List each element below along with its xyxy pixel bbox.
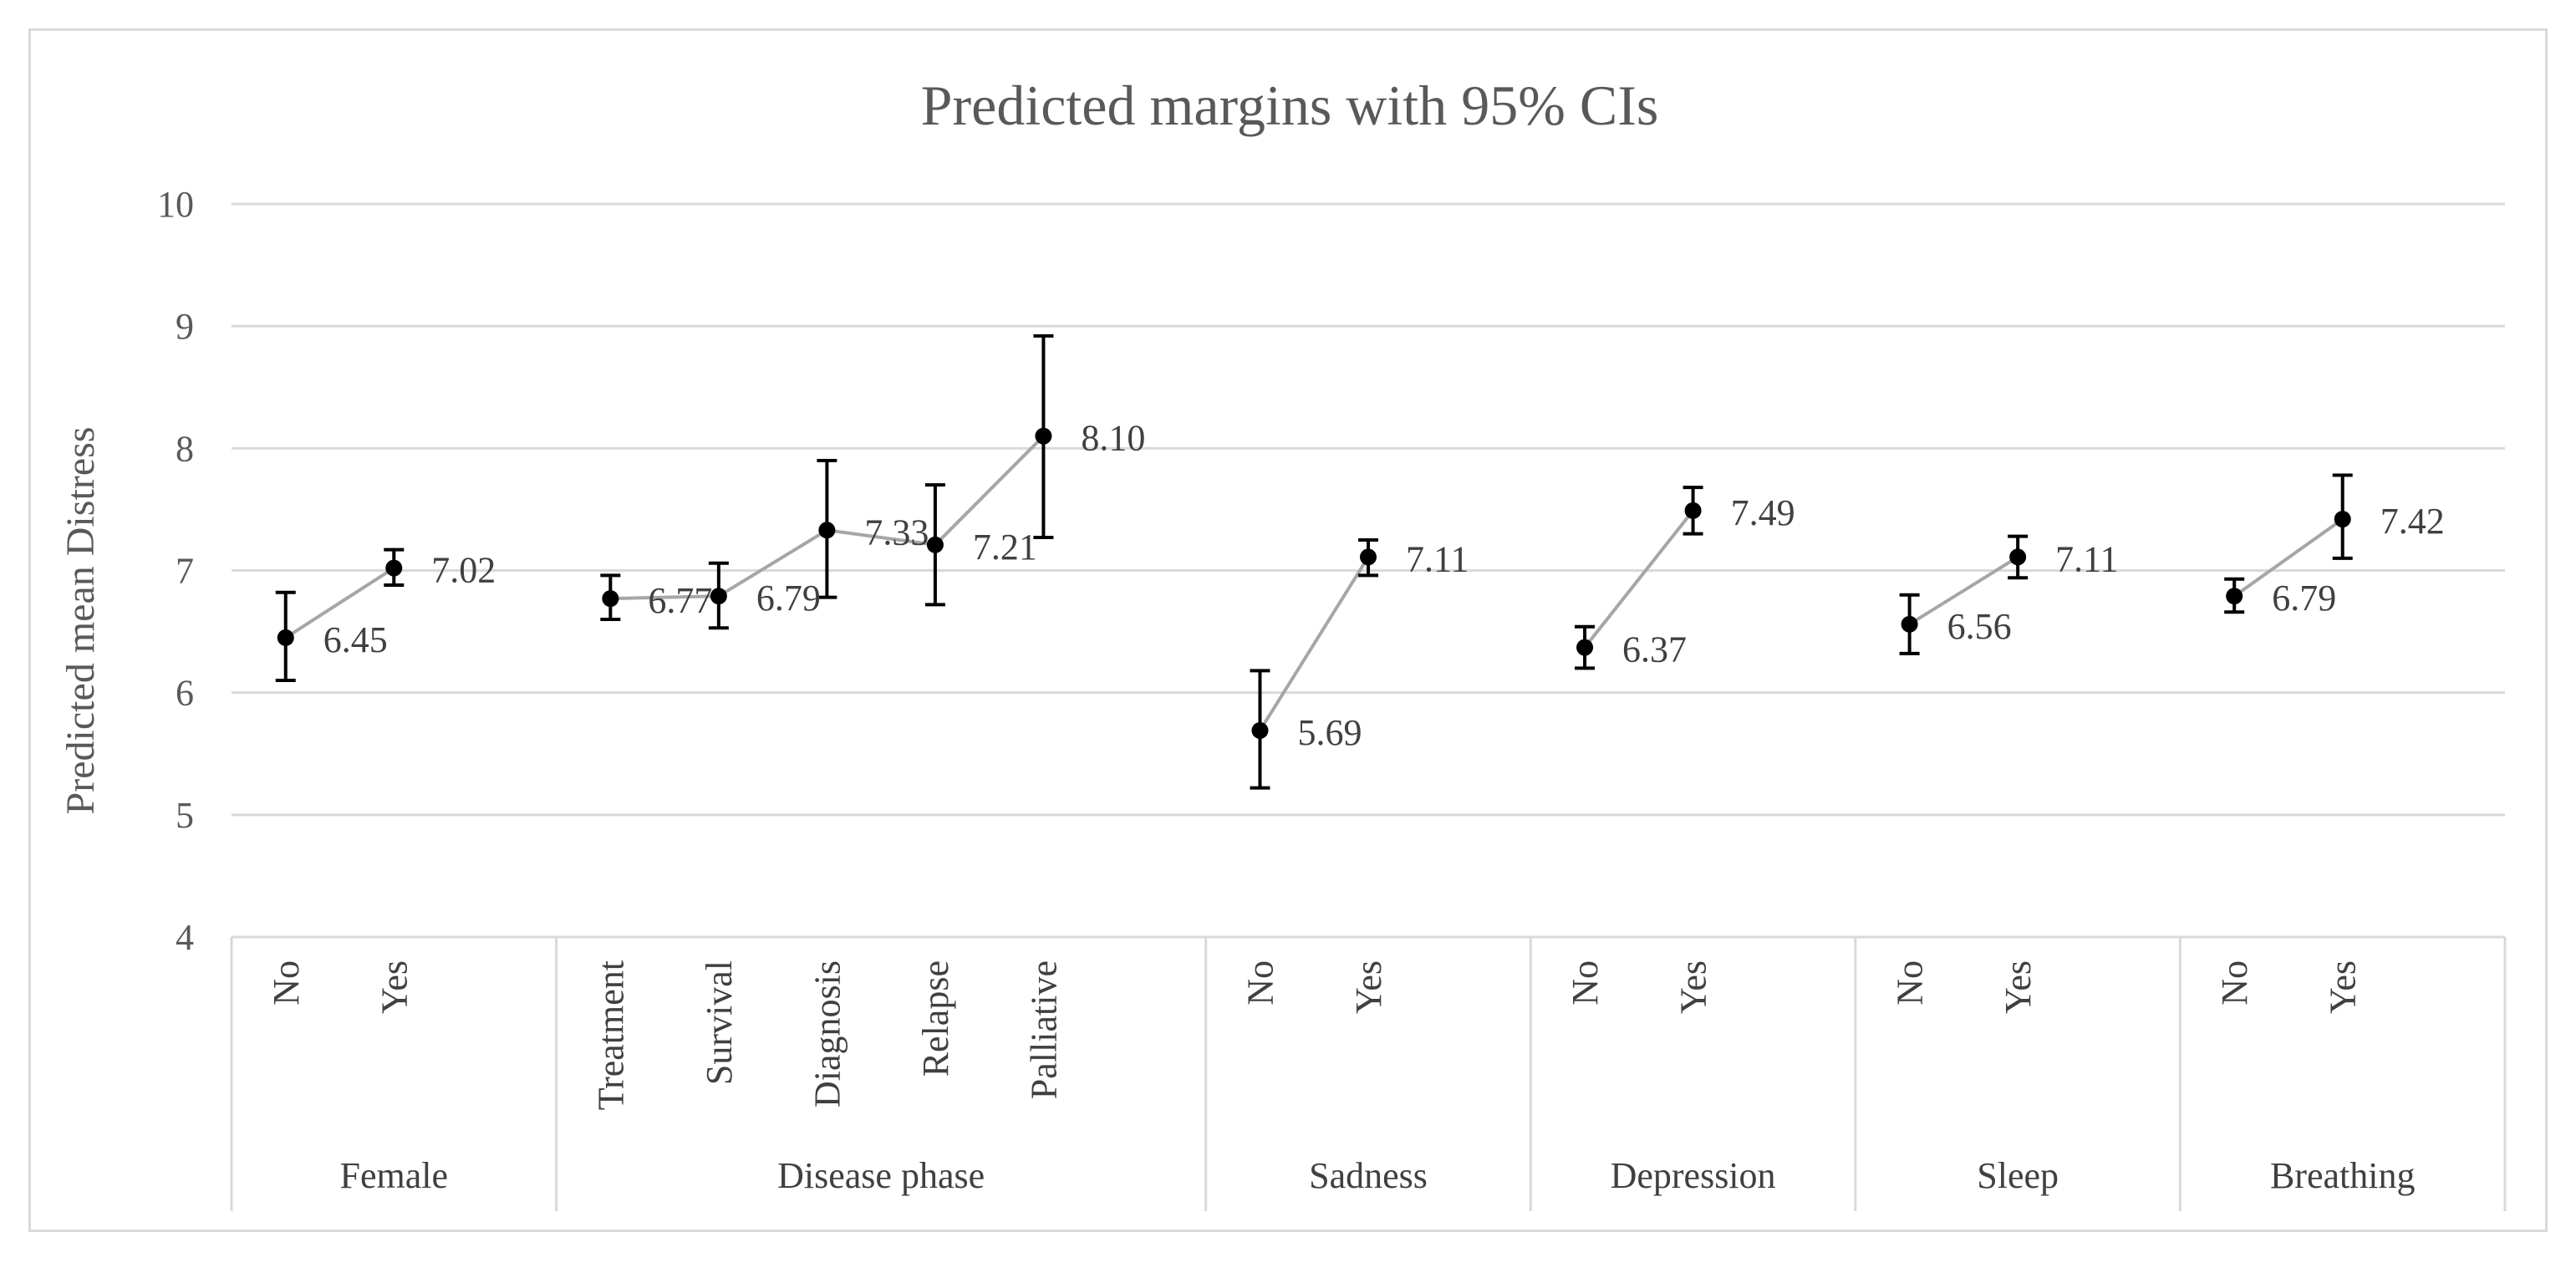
data-label: 7.02	[431, 550, 496, 591]
data-label: 8.10	[1081, 418, 1145, 459]
x-category-label: No	[266, 960, 307, 1006]
data-label: 7.42	[2380, 501, 2445, 542]
x-category-label: Yes	[1348, 960, 1389, 1014]
data-point	[2334, 511, 2351, 528]
y-tick-label: 10	[157, 184, 194, 225]
x-category-label: No	[2214, 960, 2255, 1006]
data-point	[1684, 502, 1702, 519]
data-label: 6.79	[2272, 578, 2336, 619]
x-category-label: No	[1240, 960, 1280, 1006]
series-lines	[284, 435, 2344, 732]
y-tick-label: 9	[176, 306, 194, 347]
data-label: 5.69	[1297, 712, 1362, 753]
data-label: 6.56	[1947, 606, 2012, 647]
data-label: 6.45	[323, 619, 388, 660]
x-category-label: Relapse	[915, 960, 956, 1077]
series-line-depression	[1583, 509, 1695, 649]
x-group-label: Depression	[1611, 1155, 1776, 1196]
series-line-female	[284, 566, 395, 639]
data-label: 6.79	[756, 578, 821, 619]
data-labels: 6.45 7.02 6.77 6.79 7.33 7.21 8.10 5.69 7.11 6.37…	[323, 418, 2445, 753]
x-category-label: No	[1890, 960, 1931, 1006]
y-axis-label: Predicted mean Distress	[59, 427, 103, 815]
x-group-label: Sadness	[1309, 1155, 1428, 1196]
data-point	[1251, 721, 1269, 739]
x-group-label: Sleep	[1977, 1155, 2059, 1196]
data-label: 7.11	[2055, 538, 2118, 579]
data-point	[385, 559, 403, 577]
data-label: 7.33	[864, 512, 929, 553]
x-group-label: Breathing	[2270, 1155, 2416, 1196]
data-label: 7.11	[1406, 538, 1469, 579]
chart-frame: Predicted margins with 95% CIs Predicted…	[28, 28, 2548, 1232]
y-tick-label: 4	[176, 917, 194, 958]
x-category-label: Treatment	[590, 960, 631, 1110]
x-category-label: Yes	[374, 960, 415, 1014]
series-line-breathing	[2233, 517, 2344, 598]
x-category-label: Yes	[2323, 960, 2364, 1014]
y-axis-ticks: 4 5 6 7 8 9 10	[157, 184, 194, 958]
x-category-label: Yes	[1673, 960, 1714, 1014]
data-point	[1576, 639, 1594, 656]
chart-svg: Predicted margins with 95% CIs Predicted…	[59, 74, 2507, 1211]
data-point	[818, 522, 836, 539]
data-point	[1901, 615, 1918, 633]
data-label: 6.77	[648, 580, 712, 621]
data-label: 7.21	[973, 527, 1037, 568]
data-point	[2009, 548, 2027, 566]
x-category-label: Diagnosis	[807, 960, 848, 1108]
data-label: 7.49	[1731, 492, 1795, 533]
data-point	[1035, 427, 1052, 445]
y-tick-label: 7	[176, 551, 194, 592]
data-point	[710, 588, 727, 605]
data-label: 6.37	[1622, 629, 1687, 670]
y-tick-label: 5	[176, 795, 194, 836]
x-group-label: Disease phase	[777, 1155, 985, 1196]
data-point	[277, 629, 294, 646]
data-point	[926, 536, 944, 553]
x-category-label: No	[1565, 960, 1606, 1006]
x-category-label: Survival	[699, 960, 740, 1085]
data-point	[1360, 548, 1377, 566]
series-line-sadness	[1258, 556, 1370, 732]
gridlines	[232, 202, 2505, 939]
y-tick-label: 6	[176, 673, 194, 714]
data-point	[602, 590, 619, 608]
chart-title: Predicted margins with 95% CIs	[921, 74, 1659, 137]
y-tick-label: 8	[176, 428, 194, 469]
x-category-label: Palliative	[1023, 960, 1064, 1099]
x-axis: No Yes Female Treatment Survival Diagnosis Rel…	[230, 937, 2507, 1211]
x-category-label: Yes	[1998, 960, 2039, 1014]
data-point	[2226, 588, 2243, 605]
data-points	[277, 427, 2351, 739]
series-line-sleep	[1908, 555, 2019, 626]
x-group-label: Female	[340, 1155, 449, 1196]
